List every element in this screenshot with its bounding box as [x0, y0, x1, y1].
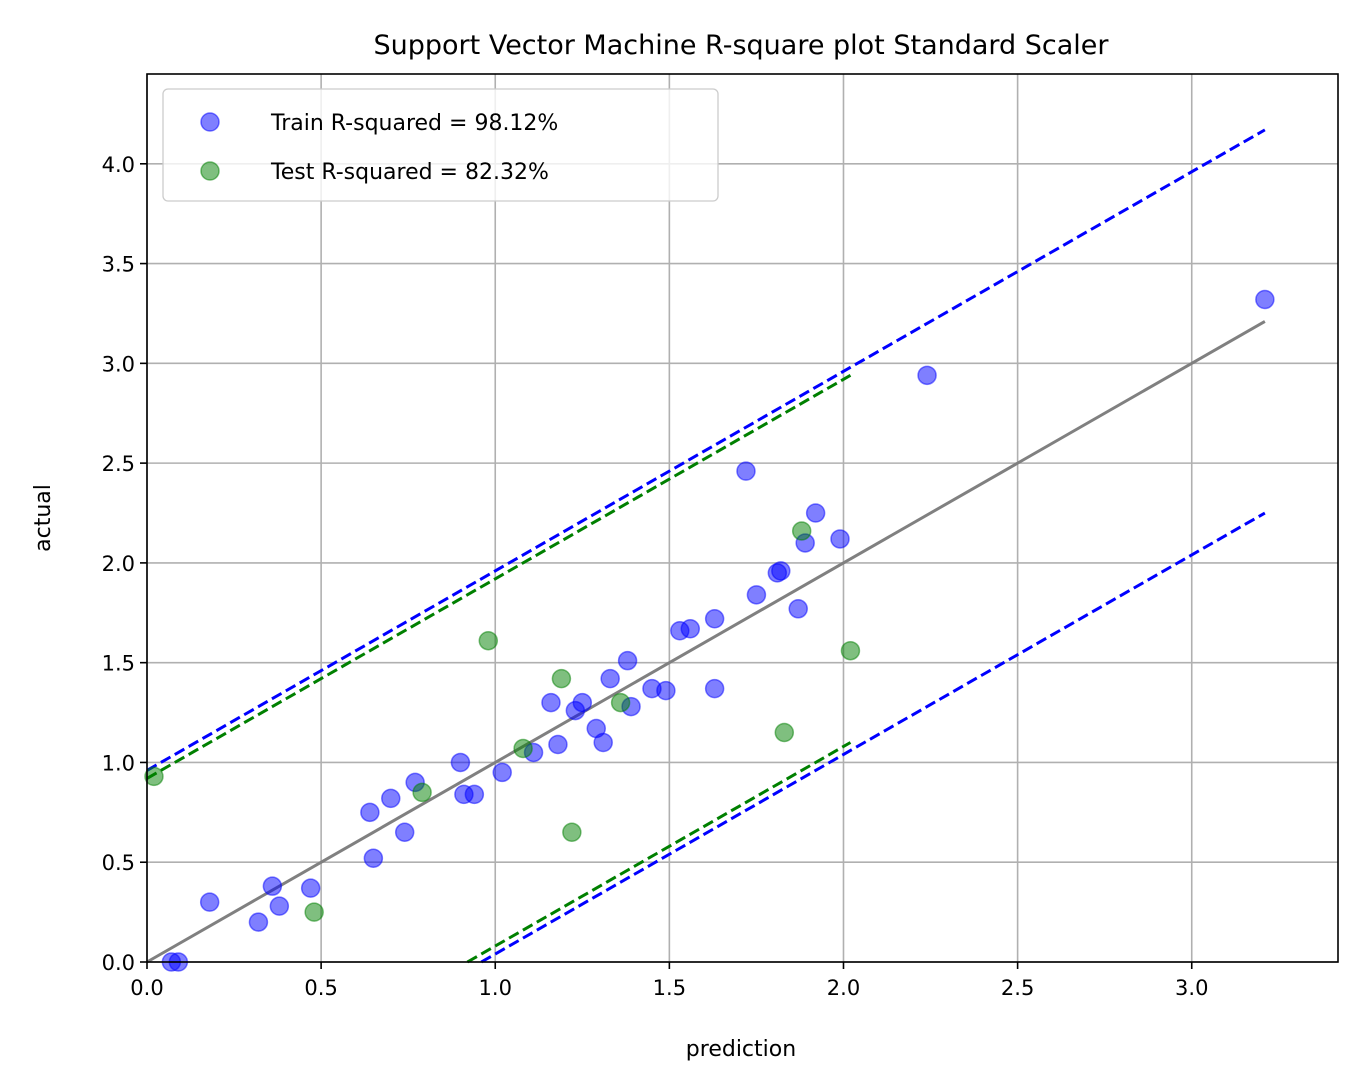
- legend-box: [162, 88, 719, 202]
- train-point: [548, 734, 568, 755]
- test-point: [412, 782, 432, 803]
- y-axis-label: actual: [31, 484, 56, 552]
- test-lower-bound-line: [466, 741, 852, 964]
- legend-label-test: Test R-squared = 82.32%: [270, 160, 549, 185]
- train-point: [680, 619, 701, 639]
- y-tick-label: 3.0: [102, 352, 135, 376]
- train-point: [656, 680, 676, 701]
- train-point: [541, 692, 561, 713]
- train-point: [593, 732, 613, 753]
- chart-title: Support Vector Machine R-square plot Sta…: [374, 30, 1110, 61]
- test-point: [478, 630, 499, 651]
- y-tick-label: 3.5: [102, 253, 135, 277]
- test-point: [304, 902, 324, 922]
- train-point: [805, 503, 826, 523]
- series-lines: [146, 128, 1266, 964]
- train-point: [199, 892, 220, 912]
- train-point: [917, 365, 937, 386]
- x-tick-label: 0.5: [304, 976, 337, 1000]
- x-tick-label: 2.0: [827, 976, 860, 1000]
- train-upper-bound-line: [146, 128, 1266, 772]
- identity-line: [146, 320, 1266, 964]
- train-point: [300, 878, 321, 898]
- train-point: [360, 802, 380, 823]
- train-point: [381, 788, 401, 809]
- train-point: [394, 822, 415, 843]
- x-axis-label: prediction: [686, 1037, 796, 1062]
- test-point: [840, 640, 861, 661]
- y-tick-label: 4.0: [102, 153, 135, 177]
- train-point: [736, 461, 756, 481]
- train-lower-bound-line: [480, 511, 1266, 964]
- train-point: [262, 876, 283, 896]
- test-point: [551, 668, 572, 689]
- train-point: [704, 609, 725, 629]
- y-tick-label: 0.0: [102, 951, 135, 975]
- test-point: [144, 766, 164, 787]
- train-point: [464, 784, 485, 805]
- x-tick-label: 2.5: [1001, 976, 1034, 1000]
- x-tick-label: 3.0: [1175, 976, 1208, 1000]
- x-axis-ticks: 0.0 0.5 1.0 1.5 2.0 2.5 3.0: [130, 962, 1208, 1000]
- x-tick-label: 0.0: [130, 976, 163, 1000]
- train-point: [248, 912, 269, 932]
- y-tick-label: 2.5: [102, 452, 135, 476]
- train-point: [746, 585, 767, 605]
- plot-frame: [146, 73, 1339, 963]
- train-point: [771, 561, 791, 581]
- train-point: [492, 762, 512, 783]
- train-point: [450, 752, 471, 773]
- train-point: [269, 896, 290, 916]
- test-point: [562, 822, 582, 843]
- test-point: [513, 738, 533, 759]
- scatter-points: [144, 289, 1275, 972]
- y-tick-label: 0.5: [102, 851, 135, 875]
- train-point: [830, 529, 850, 549]
- x-tick-label: 1.0: [479, 976, 512, 1000]
- test-upper-bound-line: [146, 374, 852, 780]
- legend-marker-train: [200, 112, 220, 132]
- train-point: [1255, 289, 1275, 310]
- legend: Train R-squared = 98.12% Test R-squared …: [162, 88, 719, 202]
- y-tick-label: 1.0: [102, 751, 135, 775]
- train-point: [704, 678, 725, 699]
- train-point: [363, 848, 384, 868]
- y-tick-label: 1.5: [102, 652, 135, 676]
- train-point: [572, 692, 593, 713]
- y-axis-ticks: 0.0 0.5 1.0 1.5 2.0 2.5 3.0 3.5 4.0: [102, 153, 147, 975]
- test-point: [774, 722, 795, 743]
- test-point: [610, 692, 631, 713]
- test-point: [791, 521, 812, 541]
- train-point: [600, 668, 620, 689]
- train-point: [788, 599, 808, 619]
- legend-marker-test: [200, 161, 220, 181]
- x-tick-label: 1.5: [653, 976, 686, 1000]
- y-tick-label: 2.0: [102, 552, 135, 576]
- legend-label-train: Train R-squared = 98.12%: [270, 111, 558, 136]
- train-point: [617, 650, 638, 671]
